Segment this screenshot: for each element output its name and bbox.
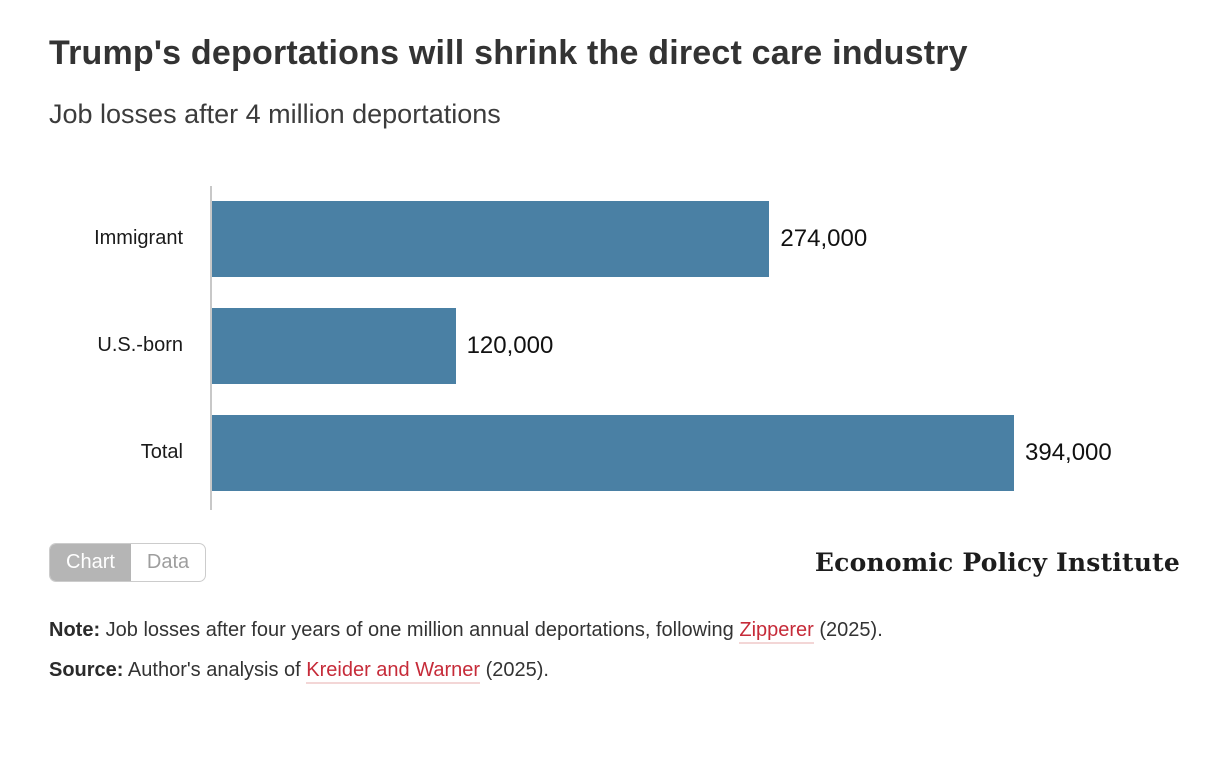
bar-u-s-born[interactable] [211, 307, 456, 384]
zipperer-link[interactable]: Zipperer [739, 618, 814, 644]
note-label: Note: [49, 618, 101, 641]
tab-data[interactable]: Data [131, 544, 205, 581]
chart-footer-row: Chart Data Economic Policy Institute [49, 542, 1180, 582]
category-label-total: Total [140, 441, 183, 464]
value-label-u-s-born: 120,000 [466, 331, 554, 359]
source-line: Source: Author's analysis of Kreider and… [49, 658, 1180, 684]
category-label-u-s-born: U.S.-born [97, 334, 183, 357]
bar-total[interactable] [211, 414, 1014, 491]
footnotes: Note: Job losses after four years of one… [49, 618, 1180, 684]
note-text-post: (2025). [813, 618, 883, 641]
chart-data-toggle: Chart Data [49, 542, 207, 582]
kreider-warner-link[interactable]: Kreider and Warner [306, 658, 481, 684]
chart-bar-row-immigrant: Immigrant 274,000 [49, 200, 1180, 277]
y-axis-line [210, 185, 212, 510]
chart-title: Trump's deportations will shrink the dir… [49, 34, 968, 72]
note-text: Job losses after four years of one milli… [100, 618, 740, 641]
chart-bar-row-total: Total 394,000 [49, 414, 1180, 491]
source-label: Source: [49, 658, 124, 681]
source-text: Author's analysis of [123, 658, 307, 681]
tab-chart[interactable]: Chart [50, 543, 131, 581]
value-label-total: 394,000 [1025, 438, 1112, 466]
chart-bar-row-u-s-born: U.S.-born 120,000 [49, 307, 1180, 384]
epi-wordmark: Economic Policy Institute [814, 547, 1180, 577]
source-text-post: (2025). [480, 658, 549, 681]
note-line: Note: Job losses after four years of one… [49, 618, 1180, 644]
value-label-immigrant: 274,000 [780, 224, 868, 252]
bar-chart: Immigrant 274,000 U.S.-born 120,000 Total 394… [49, 185, 1180, 510]
category-label-immigrant: Immigrant [94, 227, 183, 250]
chart-subtitle: Job losses after 4 million deportations [49, 99, 501, 130]
bar-immigrant[interactable] [211, 200, 770, 277]
